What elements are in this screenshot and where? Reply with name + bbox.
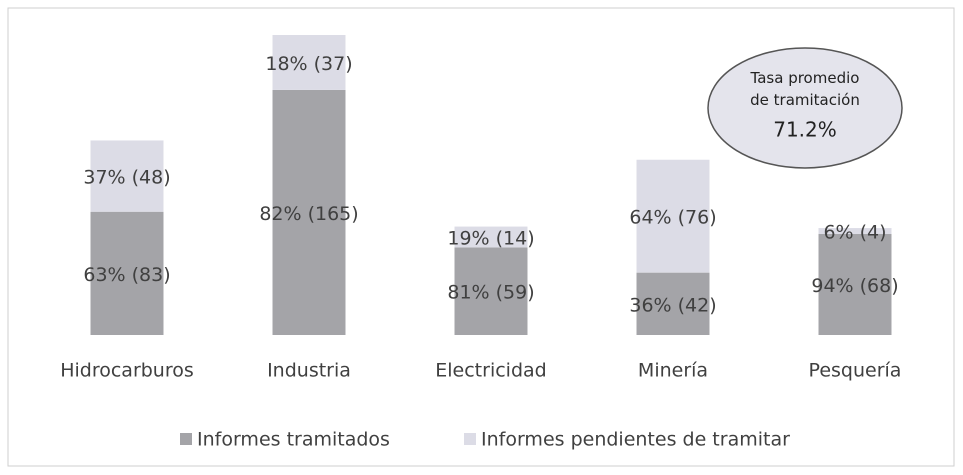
value-label: 63% (83) — [83, 264, 170, 286]
value-label: 36% (42) — [629, 294, 716, 316]
bar-segment — [454, 226, 528, 248]
value-label: 19% (14) — [447, 227, 534, 249]
bar-segment — [90, 140, 164, 212]
bar-segment — [272, 89, 346, 335]
value-label: 18% (37) — [265, 53, 352, 75]
bar-segment — [272, 35, 346, 90]
x-tick-label: Hidrocarburos — [60, 360, 194, 382]
value-label: 6% (4) — [823, 222, 886, 244]
x-tick-label: Electricidad — [435, 360, 546, 382]
annotation-bubble — [707, 47, 903, 169]
value-label: 37% (48) — [83, 167, 170, 189]
value-label: 81% (59) — [447, 282, 534, 304]
bar-segment — [636, 159, 710, 273]
x-tick-label: Industria — [267, 360, 351, 382]
legend-label: Informes tramitados — [197, 429, 390, 451]
legend-label: Informes pendientes de tramitar — [481, 429, 790, 451]
value-label: 94% (68) — [811, 275, 898, 297]
legend-swatch — [180, 433, 192, 445]
annotation-value: 71.2% — [773, 118, 837, 142]
bar-segment — [818, 228, 892, 235]
x-tick-label: Minería — [638, 360, 708, 382]
bar-segment — [90, 211, 164, 335]
value-label: 64% (76) — [629, 207, 716, 229]
value-label: 82% (165) — [259, 203, 358, 225]
bar-segment — [454, 247, 528, 335]
annotation-title: Tasa promedio de tramitación — [750, 69, 860, 109]
x-tick-label: Pesquería — [809, 360, 902, 382]
bar-segment — [636, 272, 710, 335]
bar-segment — [818, 234, 892, 335]
legend-swatch — [464, 433, 476, 445]
